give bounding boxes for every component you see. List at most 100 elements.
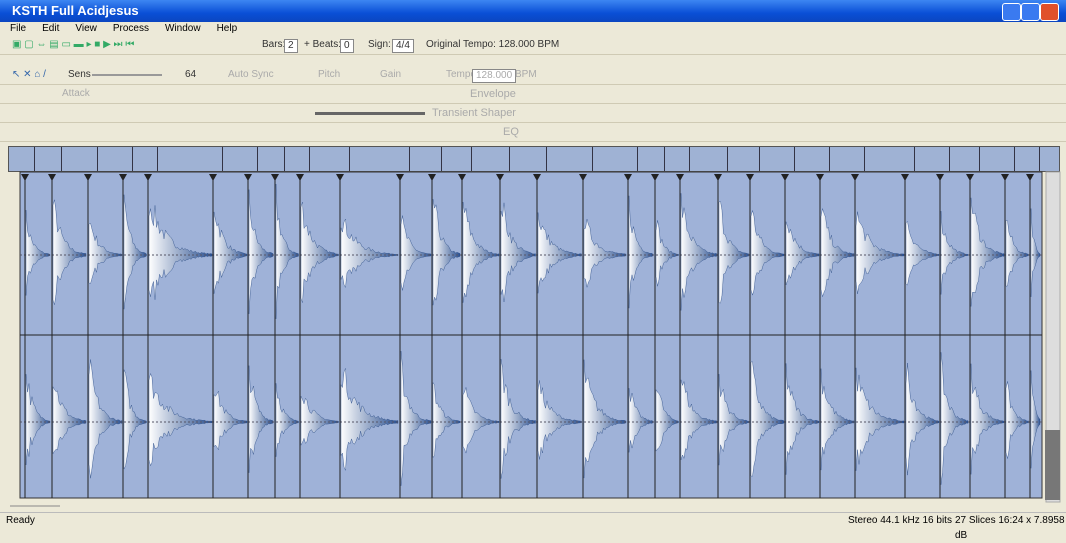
overview-marker <box>1014 147 1015 171</box>
waveform <box>905 221 940 286</box>
waveform <box>537 380 582 460</box>
waveform <box>248 365 274 473</box>
level-meter <box>1045 430 1060 500</box>
sign-label: Sign: <box>368 39 391 50</box>
waveform <box>400 351 432 486</box>
overview-marker <box>471 147 472 171</box>
waveform <box>1005 219 1029 287</box>
sens-slider[interactable] <box>92 74 162 76</box>
waveform-view[interactable] <box>0 170 1066 512</box>
waveform <box>148 372 213 467</box>
window-title: KSTH Full Acidjesus <box>12 3 139 18</box>
waveform <box>88 222 123 284</box>
minimize-button[interactable] <box>1002 3 1021 21</box>
slice-handle <box>458 174 466 181</box>
overview-strip[interactable] <box>8 146 1060 172</box>
slice-handle <box>816 174 824 181</box>
waveform <box>750 209 785 296</box>
waveform <box>820 368 855 471</box>
eq-bar: EQ <box>0 123 1066 142</box>
title-bar: KSTH Full Acidjesus <box>0 0 1066 22</box>
waveform <box>248 189 274 314</box>
bars-field[interactable]: 2 <box>284 39 298 53</box>
waveform <box>300 396 339 446</box>
status-state: Ready <box>6 515 35 526</box>
waveform <box>970 197 1005 307</box>
slice-handle <box>579 174 587 181</box>
waveform <box>25 210 51 296</box>
waveform <box>750 361 785 477</box>
waveform <box>500 359 536 479</box>
waveform <box>500 202 536 303</box>
slice-bar: ↖ ✕ ⌂ / Sens 64 Auto Sync Pitch Gain Tem… <box>0 66 1066 85</box>
slice-handle <box>271 174 279 181</box>
toolbar: ▣ ▢ ⇔ ▤ ▭ ▬ ▸ ■ ▶ ⏭ ⏮ Bars: 2 + Beats: 0… <box>0 36 1066 55</box>
overview-marker <box>222 147 223 171</box>
transient-title: Transient Shaper <box>432 107 516 119</box>
slice-handle <box>21 174 29 181</box>
waveform <box>462 201 500 303</box>
toolbar-icons: ▣ ▢ ⇔ ▤ ▭ ▬ ▸ ■ ▶ ⏭ ⏮ <box>12 39 135 50</box>
maximize-button[interactable] <box>1021 3 1040 21</box>
menu-item[interactable]: Help <box>216 23 238 34</box>
waveform <box>718 201 750 304</box>
pitch: Pitch <box>318 69 341 80</box>
waveform <box>628 388 654 453</box>
attack-label: Attack <box>62 88 90 99</box>
bars-label: Bars: <box>262 39 286 50</box>
waveform <box>785 363 820 475</box>
status-format: Stereo 44.1 kHz 16 bits <box>848 515 952 526</box>
overview-marker <box>794 147 795 171</box>
waveform <box>52 199 87 305</box>
slice-handle <box>533 174 541 181</box>
gain: Gain <box>380 69 402 80</box>
waveform <box>855 211 905 294</box>
overview-marker <box>864 147 865 171</box>
overview-marker <box>441 147 442 171</box>
auto-sync[interactable]: Auto Sync <box>228 69 274 80</box>
overview-marker <box>829 147 830 171</box>
waveform <box>1030 208 1041 297</box>
menu-item[interactable]: Edit <box>42 23 60 34</box>
waveform <box>628 195 654 309</box>
overview-marker <box>637 147 638 171</box>
waveform <box>583 219 627 288</box>
overview-marker <box>979 147 980 171</box>
status-bar: Ready Stereo 44.1 kHz 16 bits 27 Slices … <box>0 512 1066 541</box>
close-button[interactable] <box>1040 3 1059 21</box>
waveform <box>940 352 969 485</box>
menu-item[interactable]: Window <box>164 23 201 34</box>
slice-handle <box>209 174 217 181</box>
overview-marker <box>727 147 728 171</box>
vertical-scrollbar[interactable] <box>1045 171 1061 503</box>
menu-item[interactable]: View <box>75 23 97 34</box>
overview-marker <box>132 147 133 171</box>
waveform <box>1005 381 1029 459</box>
waveform <box>123 194 147 310</box>
waveform <box>785 221 820 286</box>
transient-slider[interactable] <box>315 112 425 115</box>
waveform <box>680 379 718 460</box>
waveform <box>718 374 750 466</box>
slice-handle <box>296 174 304 181</box>
beats-label: + Beats: <box>304 39 341 50</box>
overview-marker <box>689 147 690 171</box>
beats-field[interactable]: 0 <box>340 39 354 53</box>
tempo-label: Tempo <box>446 69 477 80</box>
slice-handle <box>396 174 404 181</box>
overview-marker <box>409 147 410 171</box>
sens-label: Sens <box>68 69 91 80</box>
waveform <box>655 220 679 287</box>
menu-item[interactable]: File <box>10 23 27 34</box>
sign-field[interactable]: 4/4 <box>392 39 414 53</box>
slice-handle <box>428 174 436 181</box>
waveform <box>340 368 399 471</box>
menu-item[interactable]: Process <box>112 23 149 34</box>
slice-handle <box>781 174 789 181</box>
waveform <box>275 383 299 457</box>
status-info: 27 Slices 16:24 x 7.8958 dB <box>955 515 1065 541</box>
overview-marker <box>257 147 258 171</box>
waveform <box>680 193 718 311</box>
overview-marker <box>309 147 310 171</box>
waveform <box>537 212 582 294</box>
